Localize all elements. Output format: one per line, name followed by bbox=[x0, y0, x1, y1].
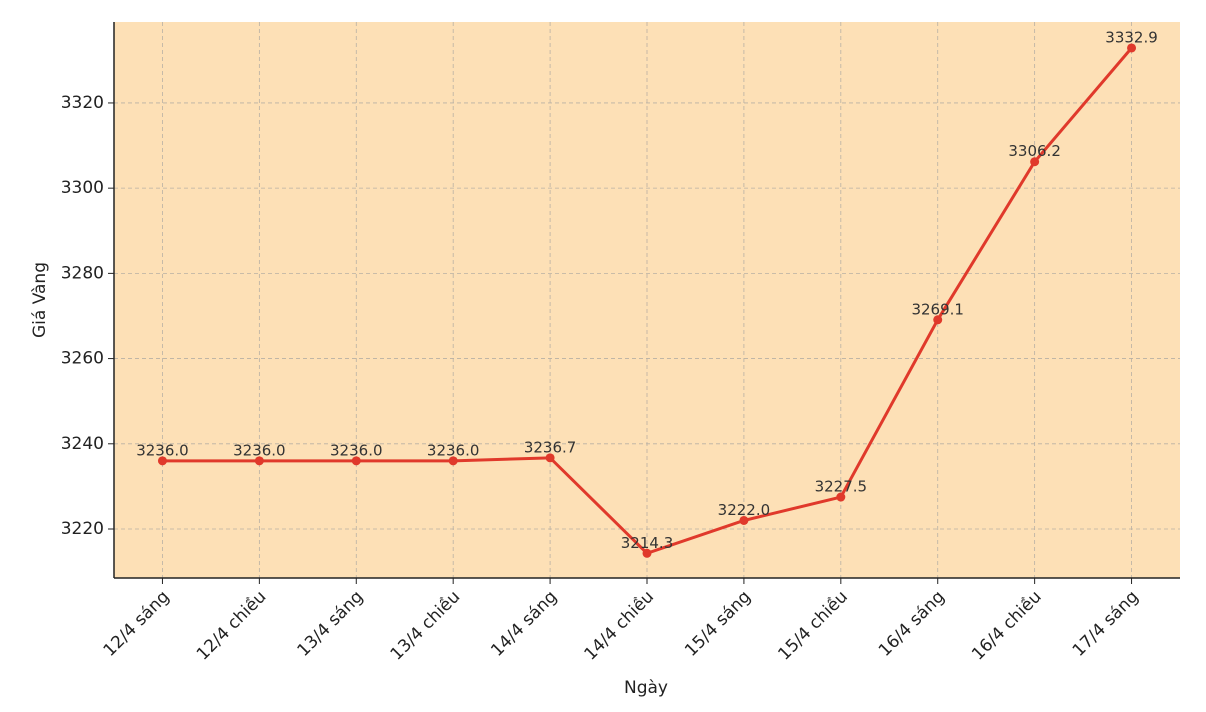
x-tick-label: 12/4 sáng bbox=[100, 587, 174, 661]
value-label: 3236.0 bbox=[233, 441, 286, 459]
value-label: 3222.0 bbox=[718, 501, 771, 519]
x-axis-label: Ngày bbox=[624, 678, 668, 698]
point bbox=[642, 548, 652, 558]
x-tick-label: 16/4 sáng bbox=[875, 587, 949, 661]
point bbox=[836, 492, 846, 502]
point bbox=[545, 453, 555, 463]
value-label: 3236.0 bbox=[427, 441, 480, 459]
point bbox=[933, 315, 943, 325]
x-tick-label: 15/4 chiều bbox=[774, 586, 852, 664]
value-label: 3236.0 bbox=[136, 441, 189, 459]
y-axis-label: Giá Vàng bbox=[30, 262, 50, 338]
point bbox=[254, 456, 264, 466]
value-label: 3306.2 bbox=[1008, 142, 1061, 160]
y-tick-label: 3240 bbox=[61, 434, 104, 454]
y-tick-label: 3320 bbox=[61, 93, 104, 113]
x-tick-label: 15/4 sáng bbox=[681, 587, 755, 661]
y-tick-label: 3220 bbox=[61, 519, 104, 539]
point bbox=[351, 456, 361, 466]
y-tick-label: 3260 bbox=[61, 349, 104, 369]
point bbox=[1030, 157, 1040, 167]
x-tick-label: 14/4 chiều bbox=[580, 586, 658, 664]
x-tick-label: 16/4 chiều bbox=[967, 586, 1045, 664]
x-tick-label: 14/4 sáng bbox=[487, 587, 561, 661]
point bbox=[157, 456, 167, 466]
x-tick-label: 13/4 sáng bbox=[294, 587, 368, 661]
point bbox=[739, 515, 749, 525]
value-label: 3236.7 bbox=[524, 438, 577, 456]
x-tick-label: 17/4 sáng bbox=[1069, 587, 1143, 661]
y-tick-label: 3280 bbox=[61, 263, 104, 283]
point bbox=[1127, 43, 1137, 53]
value-label: 3236.0 bbox=[330, 441, 383, 459]
value-label: 3332.9 bbox=[1105, 28, 1158, 46]
value-label: 3269.1 bbox=[911, 300, 964, 318]
y-tick-label: 3300 bbox=[61, 178, 104, 198]
x-tick-label: 13/4 chiều bbox=[386, 586, 464, 664]
value-label: 3214.3 bbox=[621, 534, 674, 552]
point bbox=[448, 456, 458, 466]
x-tick-label: 12/4 chiều bbox=[192, 586, 270, 664]
value-label: 3227.5 bbox=[815, 478, 868, 496]
